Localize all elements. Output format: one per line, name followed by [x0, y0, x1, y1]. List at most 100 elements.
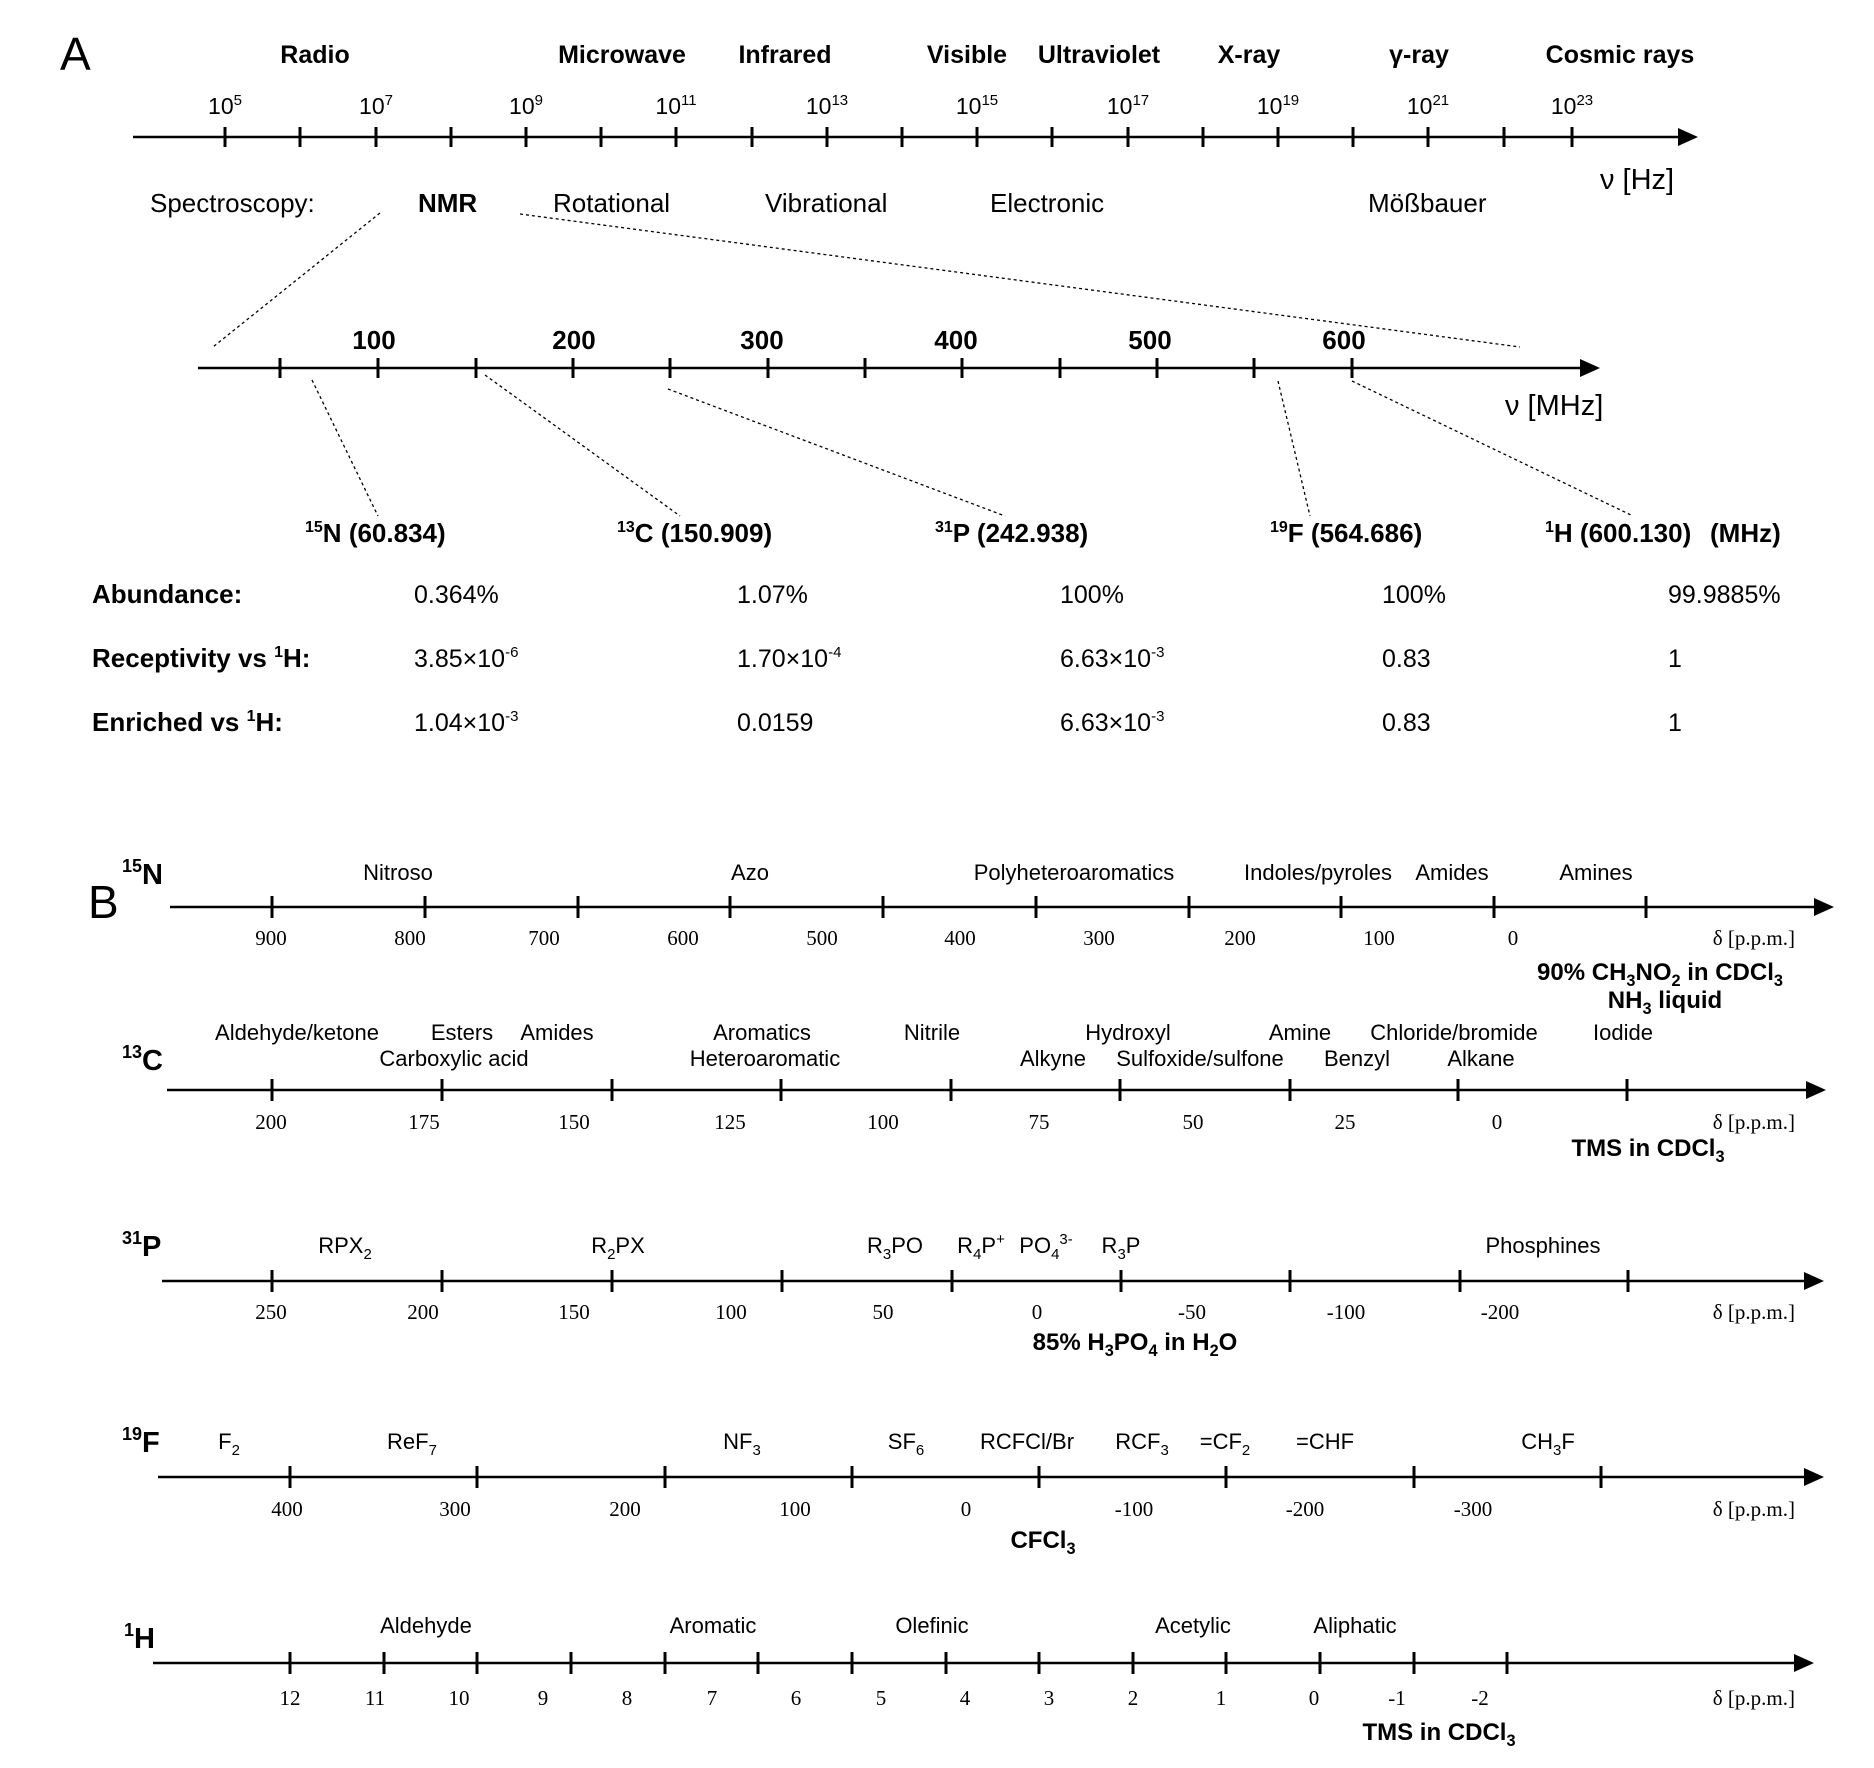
- hz-tick-label: 1019: [1257, 92, 1299, 119]
- hz-tick-labels: 105 107 109 1011 1013 1015 1017 1019 102…: [208, 92, 1593, 119]
- f19-tick-label: 0: [961, 1497, 972, 1521]
- n15-axis-arrowhead: [1814, 898, 1834, 916]
- n15-tick-label: 300: [1083, 926, 1115, 950]
- p31-tick-label: -200: [1481, 1300, 1520, 1324]
- nucleus-label-h1: 1H (600.130): [1545, 518, 1691, 548]
- spectroscopy-label: Spectroscopy:: [150, 188, 315, 218]
- c13-group-label: Nitrile: [904, 1020, 960, 1045]
- f19-tick-labels: 400 300 200 100 0 -100 -200 -300: [271, 1497, 1492, 1521]
- c13-group-label: Aldehyde/ketone: [215, 1020, 379, 1045]
- hz-tick-label: 107: [359, 92, 393, 119]
- n15-reference-1: 90% CH3NO2 in CDCl3: [1537, 959, 1783, 990]
- h1-group-label: Acetylic: [1155, 1613, 1231, 1638]
- p31-nucleus-label: 31P: [122, 1228, 161, 1263]
- p31-group-label: RPX2: [318, 1233, 372, 1263]
- h1-tick-label: 6: [791, 1686, 802, 1710]
- hz-tick-label: 109: [509, 92, 543, 119]
- n15-tick-label: 500: [806, 926, 838, 950]
- h1-tick-label: 5: [876, 1686, 887, 1710]
- h1-tick-labels: 12 11 10 9 8 7 6 5 4 3 2 1 0 -1 -2: [280, 1686, 1489, 1710]
- c13-groups-bottom: Carboxylic acid Heteroaromatic Alkyne Su…: [379, 1046, 1514, 1071]
- hz-tick-label: 1015: [956, 92, 998, 119]
- c13-tick-label: 75: [1029, 1110, 1050, 1134]
- p31-group-label: Phosphines: [1486, 1233, 1601, 1258]
- table-cell: 6.63×10-3: [1060, 644, 1164, 673]
- region-ultraviolet: Ultraviolet: [1038, 41, 1161, 69]
- p31-axis-arrowhead: [1804, 1272, 1824, 1290]
- region-microwave: Microwave: [558, 41, 686, 69]
- c13-group-label: Iodide: [1593, 1020, 1653, 1045]
- h1-tick-label: 12: [280, 1686, 301, 1710]
- h1-tick-label: 0: [1309, 1686, 1320, 1710]
- connector-c13: [484, 374, 681, 517]
- table-cell: 0.364%: [414, 581, 499, 609]
- spectroscopy-row: Spectroscopy: NMR Rotational Vibrational…: [150, 188, 1487, 218]
- p31-tick-labels: 250 200 150 100 50 0 -50 -100 -200: [255, 1300, 1519, 1324]
- h1-tick-label: 2: [1128, 1686, 1139, 1710]
- table-cell: 1.07%: [737, 581, 808, 609]
- panel-b-label: B: [88, 876, 119, 928]
- f19-nucleus-label: 19F: [122, 1424, 160, 1459]
- panel-a-label: A: [60, 28, 91, 80]
- f19-tick-label: -200: [1286, 1497, 1325, 1521]
- nucleus-properties-table: Abundance: Receptivity vs 1H: Enriched v…: [92, 579, 1781, 737]
- c13-group-label: Chloride/bromide: [1370, 1020, 1538, 1045]
- hz-tick-marks: [223, 127, 1574, 147]
- n15-tick-labels: 900 800 700 600 500 400 300 200 100 0: [255, 926, 1518, 950]
- table-cell: 1.04×10-3: [414, 708, 518, 737]
- h1-scale: 1H Aldehyde Aromatic Olefinic Acetylic A…: [124, 1613, 1814, 1750]
- c13-tick-label: 150: [558, 1110, 590, 1134]
- n15-reference-2: NH3 liquid: [1608, 987, 1722, 1018]
- h1-tick-label: -2: [1471, 1686, 1489, 1710]
- h1-tick-label: -1: [1388, 1686, 1406, 1710]
- c13-group-label: Amine: [1269, 1020, 1331, 1045]
- h1-group-label: Olefinic: [895, 1613, 968, 1638]
- f19-axis-arrowhead: [1804, 1468, 1824, 1486]
- hz-tick-label: 1023: [1551, 92, 1593, 119]
- region-infrared: Infrared: [738, 41, 831, 69]
- table-cell: 6.63×10-3: [1060, 708, 1164, 737]
- p31-group-label: R4P+: [957, 1231, 1005, 1263]
- spectroscopy-mossbauer: Mößbauer: [1368, 188, 1487, 218]
- c13-group-label: Amides: [520, 1020, 593, 1045]
- nucleus-label-c13: 13C (150.909): [617, 518, 772, 548]
- f19-group-label: =CHF: [1296, 1429, 1354, 1454]
- mhz-tick-label: 300: [740, 325, 783, 355]
- spectroscopy-vibrational: Vibrational: [765, 188, 887, 218]
- region-gamma-ray: γ-ray: [1389, 41, 1449, 69]
- row-label-receptivity: Receptivity vs 1H:: [92, 643, 310, 673]
- f19-reference: CFCl3: [1010, 1527, 1075, 1558]
- n15-group-label: Amines: [1559, 860, 1632, 885]
- n15-tick-label: 0: [1508, 926, 1519, 950]
- p31-tick-label: 100: [715, 1300, 747, 1324]
- region-cosmic-rays: Cosmic rays: [1546, 41, 1695, 69]
- c13-group-label: Carboxylic acid: [379, 1046, 528, 1071]
- h1-tick-label: 4: [960, 1686, 971, 1710]
- connector-h1: [1351, 380, 1634, 517]
- f19-tick-label: -300: [1454, 1497, 1493, 1521]
- em-region-labels: Radio Microwave Infrared Visible Ultravi…: [280, 41, 1694, 69]
- p31-group-label: R3P: [1102, 1233, 1141, 1263]
- p31-groups: RPX2 R2PX R3PO R4P+ PO43- R3P Phosphines: [318, 1231, 1600, 1263]
- table-cell: 3.85×10-6: [414, 644, 518, 673]
- f19-group-label: RCF3: [1115, 1429, 1169, 1459]
- f19-group-label: CH3F: [1521, 1429, 1575, 1459]
- c13-tick-label: 0: [1492, 1110, 1503, 1134]
- table-cell: 99.9885%: [1668, 581, 1781, 609]
- p31-scale: 31P RPX2 R2PX R3PO R4P+ PO43- R3P Phosph…: [122, 1228, 1824, 1360]
- c13-groups-top: Aldehyde/ketone Esters Amides Aromatics …: [215, 1020, 1653, 1045]
- hz-axis: 105 107 109 1011 1013 1015 1017 1019 102…: [133, 92, 1698, 196]
- region-visible: Visible: [927, 41, 1007, 69]
- hz-tick-label: 1021: [1407, 92, 1449, 119]
- f19-tick-label: -100: [1115, 1497, 1154, 1521]
- n15-group-label: Azo: [731, 860, 769, 885]
- c13-group-label: Esters: [431, 1020, 493, 1045]
- p31-group-label: R3PO: [867, 1233, 923, 1263]
- c13-group-label: Alkane: [1447, 1046, 1514, 1071]
- n15-group-label: Amides: [1415, 860, 1488, 885]
- c13-reference: TMS in CDCl3: [1571, 1135, 1724, 1166]
- nucleus-label-n15: 15N (60.834): [305, 518, 446, 548]
- row-label-enriched: Enriched vs 1H:: [92, 707, 283, 737]
- c13-axis-unit: δ [p.p.m.]: [1713, 1110, 1795, 1134]
- c13-group-label: Benzyl: [1324, 1046, 1390, 1071]
